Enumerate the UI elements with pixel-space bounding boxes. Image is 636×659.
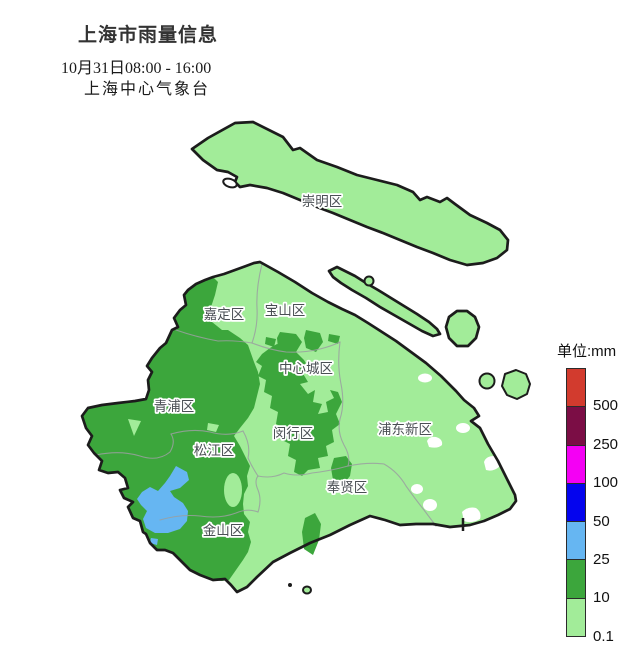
legend-value-0-1: 0.1	[593, 628, 614, 645]
boundary-qingpu-songjiang-west	[95, 433, 174, 459]
boundary-jinshan-fengxian	[255, 475, 261, 513]
label-jinshan: 金山区	[203, 523, 244, 538]
east-islet-small	[478, 372, 496, 390]
changxing-island	[327, 265, 442, 338]
legend-value-10: 10	[593, 589, 610, 606]
pudong-hole-1	[427, 436, 443, 448]
pudong-hole-4	[423, 499, 437, 511]
pudong-hole-6	[418, 373, 432, 383]
south-islet-2	[302, 585, 312, 595]
legend-seg-100	[567, 444, 585, 483]
district-boundaries	[95, 263, 437, 527]
district-labels: 崇明区 嘉定区 宝山区 中心城区 青浦区 闵行区 浦东新区 松江区 奉贤区 金山…	[152, 192, 434, 540]
label-chongming: 崇明区	[302, 194, 343, 209]
boundary-minhang-fengxian	[257, 465, 349, 478]
agency-name: 上海中心气象台	[84, 81, 211, 98]
legend-colorbar	[566, 368, 586, 637]
no-data-holes	[411, 373, 500, 523]
boundary-jiading-baoshan	[251, 263, 263, 344]
hengsha-island	[444, 309, 481, 348]
west-rain-band	[82, 277, 260, 581]
pudong-hole-7	[456, 423, 470, 433]
chongming-white-notch	[298, 219, 306, 226]
songjiang-light-hole	[207, 423, 219, 432]
baoshan-patch-2	[304, 330, 323, 352]
legend-seg-10	[567, 559, 585, 598]
east-islet-large	[501, 369, 531, 400]
qingpu-light-hole	[128, 419, 141, 436]
label-baoshan: 宝山区	[265, 303, 306, 318]
boundary-central-pudong	[338, 341, 350, 467]
small-island-north	[363, 275, 375, 287]
legend-value-100: 100	[593, 474, 619, 491]
baoshan-patch-1	[277, 332, 302, 356]
boundary-qingpu-songjiang-east	[170, 429, 244, 435]
pudong-hole-2	[484, 456, 500, 471]
jinshan-light-hole	[224, 473, 242, 507]
mainland-coastline	[80, 260, 518, 594]
baoshan-patch-4	[328, 334, 340, 344]
legend-value-250: 250	[593, 436, 619, 453]
boundary-songjiang-jinshan	[159, 509, 259, 521]
pudong-hole-3	[411, 484, 423, 494]
boundary-fengxian-pudong	[347, 462, 437, 527]
legend-seg-250	[567, 406, 585, 445]
chongming-west-lagoon	[222, 177, 238, 189]
legend-value-500: 500	[593, 397, 619, 414]
fengxian-strip	[302, 513, 321, 555]
baoshan-patch-3	[265, 337, 276, 347]
legend-value-25: 25	[593, 551, 610, 568]
label-minhang: 闵行区	[273, 426, 314, 441]
label-pudong: 浦东新区	[378, 422, 432, 437]
legend-value-50: 50	[593, 513, 610, 530]
page-title: 上海市雨量信息	[78, 25, 219, 46]
light-rain-holes	[128, 419, 242, 507]
boundary-songjiang-minhang	[242, 430, 259, 477]
boundary-jiading-south	[175, 329, 253, 344]
label-qingpu: 青浦区	[154, 399, 195, 414]
label-central: 中心城区	[279, 361, 333, 376]
time-period: 10月31日08:00 - 16:00	[61, 60, 212, 77]
legend-unit-label: 单位:mm	[557, 343, 617, 360]
label-jiading: 嘉定区	[204, 307, 245, 322]
south-islet-1	[288, 583, 292, 587]
fengxian-patch	[331, 456, 352, 486]
label-fengxian: 奉贤区	[327, 480, 368, 495]
minhang-central-rain-band	[256, 344, 342, 476]
pudong-hole-5	[462, 507, 481, 523]
legend-seg-0-1	[567, 597, 585, 636]
legend-seg-50	[567, 482, 585, 522]
legend-seg-500plus	[567, 369, 585, 407]
label-songjiang: 松江区	[194, 443, 235, 458]
boundary-baoshan-central	[251, 341, 341, 353]
chongming-island	[190, 120, 510, 267]
legend-seg-25	[567, 521, 585, 560]
